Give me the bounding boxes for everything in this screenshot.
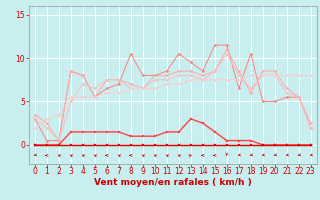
X-axis label: Vent moyen/en rafales ( km/h ): Vent moyen/en rafales ( km/h ) [94,178,252,187]
